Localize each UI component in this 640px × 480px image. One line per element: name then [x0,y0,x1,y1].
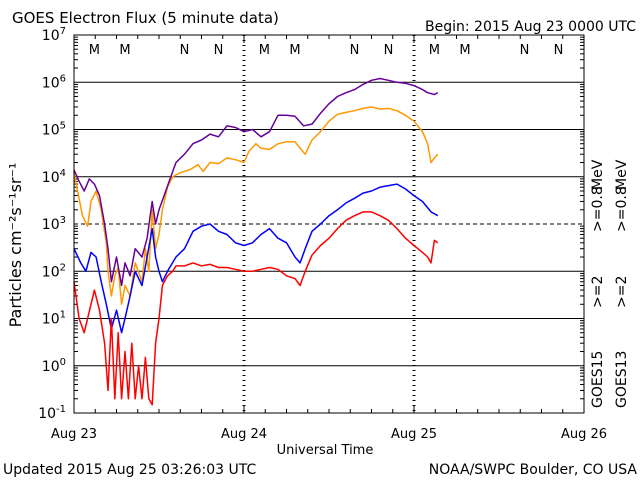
x-tick-labels: Aug 23 Aug 24 Aug 25 Aug 26 [51,427,607,442]
legend-entry: >=2 [590,276,606,308]
legend-entry: >=2 [614,276,630,308]
series-line [73,77,439,287]
chart-title: GOES Electron Flux (5 minute data) [12,9,279,27]
eclipse-marker: M [259,43,270,58]
y-tick-label: 101 [42,310,66,328]
y-tick-label: 100 [42,357,66,375]
y-tick-label: 104 [42,168,66,186]
y-tick-label: 105 [42,121,66,139]
x-tick-label: Aug 25 [391,427,437,442]
eclipse-marker: M [289,43,300,58]
y-tick-base: 10 [42,75,60,91]
series-line [73,183,439,334]
eclipse-marker: N [554,43,564,58]
x-tick-label: Aug 26 [561,427,607,442]
eclipse-marker: M [459,43,470,58]
y-tick-exponent: 4 [60,168,66,179]
eclipse-marker: M [89,43,100,58]
begin-time-label: Begin: 2015 Aug 23 0000 UTC [425,19,636,35]
y-tick-exponent: 3 [60,215,66,226]
x-tick-label: Aug 23 [51,427,97,442]
y-tick-exponent: -1 [56,404,66,415]
y-tick-exponent: 5 [60,121,66,132]
series-line [73,106,439,306]
y-tick-label: 103 [42,215,66,233]
y-tick-exponent: 2 [60,262,66,273]
y-tick-label: 107 [42,26,66,44]
eclipse-marker: N [180,43,190,58]
legend-entry: MeV [614,159,630,190]
x-tick-label: Aug 24 [221,427,267,442]
y-tick-base: 10 [42,123,60,139]
y-tick-base: 10 [42,217,60,233]
legend-entry: >=0.8 [614,186,630,232]
legend-entry: MeV [590,159,606,190]
y-tick-base: 10 [42,170,60,186]
y-tick-base: 10 [42,28,60,44]
eclipse-marker: N [384,43,394,58]
eclipse-marker: N [214,43,224,58]
y-tick-exponent: 1 [60,310,66,321]
noaa-credit: NOAA/SWPC Boulder, CO USA [429,462,638,478]
y-tick-base: 10 [42,312,60,328]
eclipse-marker: M [429,43,440,58]
series-line [73,211,439,406]
legend-entry: GOES15 [590,351,606,408]
plot-frame [73,34,585,414]
eclipse-marker: N [520,43,530,58]
y-tick-base: 10 [42,359,60,375]
eclipse-marker: M [119,43,130,58]
y-tick-base: 10 [38,406,56,422]
grid-lines [74,35,584,413]
y-tick-label: 10-1 [38,404,66,422]
legend-entry: GOES13 [614,351,630,408]
y-tick-exponent: 0 [60,357,66,368]
y-axis-label: Particles cm⁻²s⁻¹sr⁻¹ [6,163,25,328]
eclipse-marker: N [350,43,360,58]
data-series [73,77,439,406]
y-tick-exponent: 6 [60,73,66,84]
y-tick-exponent: 7 [60,26,66,37]
updated-timestamp: Updated 2015 Aug 25 03:26:03 UTC [3,462,256,478]
axis-ticks [73,35,585,413]
x-axis-label: Universal Time [277,443,374,458]
y-tick-label: 106 [42,73,66,91]
y-tick-base: 10 [42,264,60,280]
legend-entry: >=0.8 [590,186,606,232]
y-tick-label: 102 [42,262,66,280]
